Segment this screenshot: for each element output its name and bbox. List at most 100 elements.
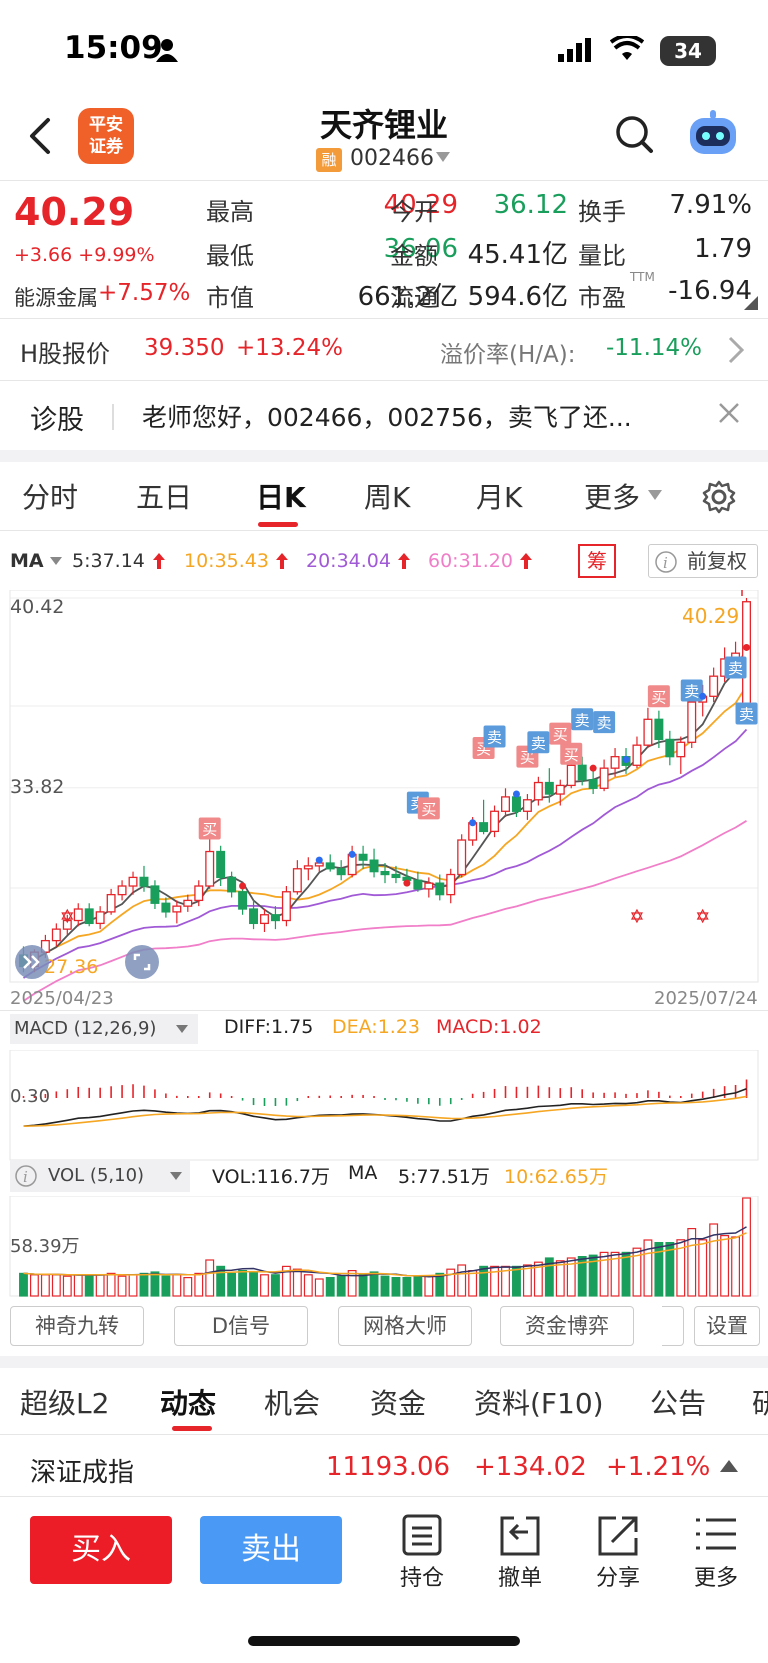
svg-text:卖: 卖 [739,706,754,724]
trade-dot [622,756,630,764]
positions-button[interactable]: 持仓 [390,1512,454,1596]
volume-bar [95,1274,105,1297]
candle-body [742,601,752,709]
info-tab[interactable]: 动态 [160,1387,217,1420]
share-button[interactable]: 分享 [586,1512,650,1596]
macd-dea-line [23,1095,747,1127]
quote-label: 今开 [390,198,438,226]
buy-signal-marker: 买 [417,797,440,820]
ma-legend-item: 5:37.14 [72,550,145,572]
collapse-arrows-icon[interactable] [14,944,50,980]
info-tab[interactable]: 资金 [370,1387,427,1420]
info-tab[interactable]: 公告 [650,1387,707,1420]
ma-dropdown-icon[interactable] [50,557,62,565]
status-bar: 15:09 34 [0,0,768,100]
sector-label[interactable]: 能源金属 [14,286,98,310]
info-tab[interactable]: 超级L2 [20,1387,110,1420]
vol-level: 58.39万 [10,1236,80,1257]
dropdown-caret-icon[interactable] [436,152,450,162]
volume-bar [731,1236,741,1297]
macd-dropdown-icon[interactable] [176,1025,188,1033]
volume-bar [709,1223,719,1297]
buy-button[interactable]: 买入 [30,1516,172,1584]
up-arrow-icon [398,553,410,569]
diagnosis-text[interactable]: 老师您好，002466，002756，卖飞了还... [142,403,632,432]
volume-bar [139,1272,149,1297]
info-tab[interactable]: 研 [752,1387,768,1420]
volume-bar [271,1274,280,1297]
indicator-settings-button[interactable]: 设置 [694,1306,760,1346]
vol-selector[interactable]: VOL (5,10) [10,1160,190,1192]
back-arrow-icon[interactable] [26,116,54,156]
positions-label: 持仓 [399,1566,444,1591]
settings-gear-icon[interactable] [702,480,736,514]
volume-bar [150,1271,160,1297]
indicator-button[interactable]: 资金博弈 [500,1306,634,1346]
candle-body [511,796,521,812]
active-info-tab-indicator [172,1426,212,1431]
volume-bar [742,1197,751,1297]
sector-change: +7.57% [98,280,191,306]
kline-chart[interactable]: 买卖买买卖买卖买买卖卖买卖卖卖 [0,590,768,1010]
quote-label: 换手 [578,198,626,226]
more-button[interactable]: 更多 [684,1512,748,1596]
info-tab[interactable]: 机会 [264,1387,321,1420]
indicator-button[interactable]: 神奇九转 [10,1306,144,1346]
chart-tab[interactable]: 分时 [22,481,79,514]
info-tab[interactable]: 资料(F10) [474,1387,604,1420]
adjust-mode-button[interactable]: 前复权 [648,544,758,578]
vol-info-icon: i [15,1165,37,1187]
chart-tab[interactable]: 周K [364,481,411,514]
index-name[interactable]: 深证成指 [30,1458,135,1488]
macd-diff-line [23,1087,747,1127]
quote-value: 36.12 [493,190,568,220]
index-change: +134.02 [474,1452,587,1482]
signal-icon [558,38,591,62]
ai-robot-icon[interactable] [688,110,738,158]
chart-tab[interactable]: 更多 [584,481,641,514]
vol-current: VOL:116.7万 [212,1166,330,1188]
stock-code[interactable]: 002466 [350,146,434,171]
vol-ma10: 10:62.65万 [504,1166,608,1188]
volume-bar [424,1275,434,1297]
chevron-right-icon[interactable] [728,336,744,364]
buy-signal-marker: 买 [198,817,221,840]
chart-tab[interactable]: 日K [256,481,306,514]
close-icon[interactable] [718,402,740,424]
more-dropdown-icon[interactable] [648,490,662,500]
volume-bar [347,1269,357,1297]
stock-name[interactable]: 天齐锂业 [319,106,448,144]
volume-chart[interactable] [0,1196,768,1298]
quote-label: 市盈 [578,284,626,312]
chart-tab[interactable]: 月K [476,481,523,514]
candle-body [435,882,445,896]
indicator-button[interactable]: D信号 [174,1306,308,1346]
positions-icon [402,1514,442,1556]
indicator-more-stub[interactable] [662,1306,684,1346]
volume-bar [281,1265,291,1297]
fullscreen-icon[interactable] [124,944,160,980]
kline-frame [9,590,759,983]
macd-selector[interactable]: MACD (12,26,9) [10,1014,198,1044]
expand-up-icon[interactable] [720,1460,738,1472]
vol-dropdown-icon[interactable] [170,1172,182,1180]
svg-text:买: 买 [202,821,217,839]
chip-distribution-button[interactable]: 筹 [578,544,616,578]
up-arrow-icon [520,553,532,569]
star-marker [696,908,709,924]
candle-body [150,885,160,904]
ma-legend-label[interactable]: MA [10,550,44,572]
search-icon[interactable] [614,114,654,154]
cancel-order-icon [500,1516,540,1556]
volume-bar [314,1278,324,1297]
up-arrow-icon [153,553,165,569]
candle-body [336,868,346,876]
quote-value: 7.91% [669,190,752,220]
sell-button[interactable]: 卖出 [200,1516,342,1584]
volume-bar [205,1259,215,1297]
chart-tab[interactable]: 五日 [136,481,193,514]
macd-chart[interactable] [0,1050,768,1162]
cancel-order-button[interactable]: 撤单 [488,1512,552,1596]
indicator-button[interactable]: 网格大师 [338,1306,472,1346]
svg-text:买: 买 [421,800,436,818]
